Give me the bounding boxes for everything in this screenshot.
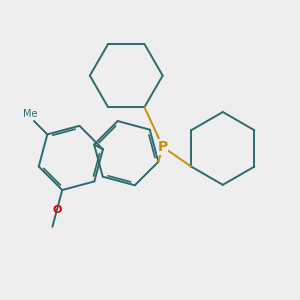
Text: Me: Me xyxy=(23,110,38,119)
Text: O: O xyxy=(52,205,62,215)
Text: P: P xyxy=(158,140,168,154)
